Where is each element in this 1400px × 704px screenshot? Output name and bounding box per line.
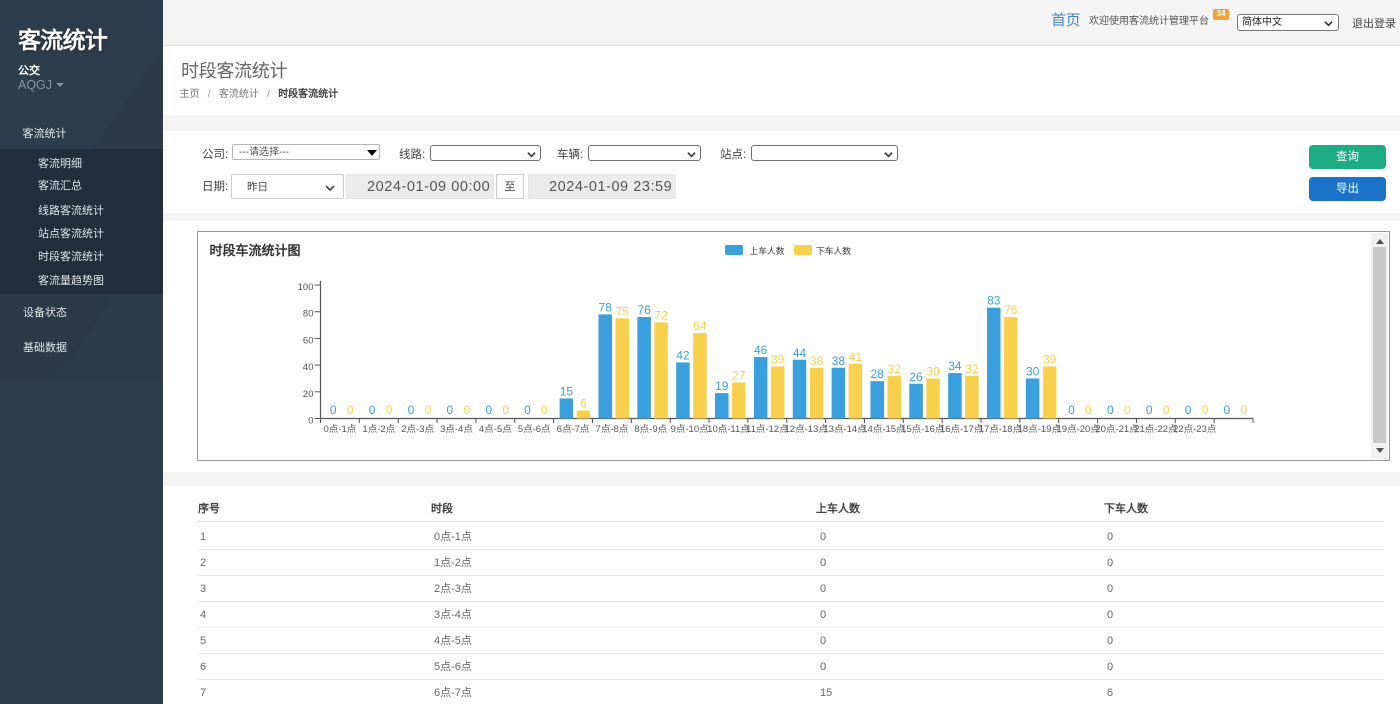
- svg-text:30: 30: [926, 364, 940, 378]
- svg-text:0: 0: [502, 403, 509, 417]
- svg-text:0: 0: [446, 403, 453, 417]
- svg-text:76: 76: [637, 303, 651, 317]
- svg-text:0: 0: [463, 403, 470, 417]
- svg-text:34: 34: [948, 359, 962, 373]
- svg-text:76: 76: [1004, 303, 1018, 317]
- svg-text:28: 28: [871, 367, 885, 381]
- svg-text:46: 46: [754, 343, 768, 357]
- svg-text:20点-21点: 20点-21点: [1095, 424, 1139, 435]
- svg-text:26: 26: [909, 370, 923, 384]
- svg-text:21点-22点: 21点-22点: [1134, 424, 1178, 435]
- svg-text:38: 38: [832, 354, 846, 368]
- svg-text:13点-14点: 13点-14点: [823, 424, 867, 435]
- svg-text:0: 0: [1185, 403, 1192, 417]
- svg-text:42: 42: [676, 348, 690, 362]
- svg-text:39: 39: [1043, 352, 1057, 366]
- svg-text:20: 20: [303, 389, 314, 400]
- svg-text:0: 0: [1107, 403, 1114, 417]
- svg-text:17点-18点: 17点-18点: [979, 424, 1023, 435]
- svg-text:78: 78: [599, 300, 613, 314]
- svg-text:0: 0: [347, 403, 354, 417]
- svg-text:44: 44: [793, 346, 807, 360]
- svg-text:9点-10点: 9点-10点: [671, 424, 710, 435]
- svg-text:0: 0: [541, 403, 548, 417]
- svg-text:16点-17点: 16点-17点: [940, 424, 984, 435]
- svg-text:8点-9点: 8点-9点: [634, 424, 667, 435]
- svg-text:0: 0: [1202, 403, 1209, 417]
- svg-text:19: 19: [715, 379, 729, 393]
- svg-text:0: 0: [330, 403, 337, 417]
- svg-text:0: 0: [425, 403, 432, 417]
- svg-text:72: 72: [654, 308, 668, 322]
- svg-text:14点-15点: 14点-15点: [862, 424, 906, 435]
- svg-text:3点-4点: 3点-4点: [440, 424, 473, 435]
- svg-text:12点-13点: 12点-13点: [785, 424, 829, 435]
- svg-text:27: 27: [732, 368, 746, 382]
- svg-text:0: 0: [1068, 403, 1075, 417]
- svg-text:0: 0: [1085, 403, 1092, 417]
- svg-text:15点-16点: 15点-16点: [901, 424, 945, 435]
- svg-text:6点-7点: 6点-7点: [557, 424, 590, 435]
- svg-text:32: 32: [965, 362, 979, 376]
- svg-text:0: 0: [1163, 403, 1170, 417]
- svg-text:0: 0: [1124, 403, 1131, 417]
- svg-text:0: 0: [386, 403, 393, 417]
- svg-text:0点-1点: 0点-1点: [324, 424, 357, 435]
- svg-text:0: 0: [524, 403, 531, 417]
- svg-text:7点-8点: 7点-8点: [596, 424, 629, 435]
- svg-text:15: 15: [560, 384, 574, 398]
- svg-text:10点-11点: 10点-11点: [707, 424, 750, 435]
- svg-text:0: 0: [1224, 403, 1231, 417]
- svg-text:0: 0: [408, 403, 415, 417]
- svg-text:41: 41: [849, 350, 863, 364]
- svg-text:5点-6点: 5点-6点: [518, 424, 551, 435]
- svg-text:75: 75: [616, 304, 630, 318]
- svg-text:0: 0: [1146, 403, 1153, 417]
- svg-text:0: 0: [308, 416, 313, 427]
- svg-text:1点-2点: 1点-2点: [362, 424, 395, 435]
- svg-text:18点-19点: 18点-19点: [1018, 424, 1062, 435]
- svg-text:6: 6: [580, 396, 587, 410]
- svg-text:60: 60: [303, 335, 314, 346]
- svg-text:11点-12点: 11点-12点: [746, 424, 789, 435]
- svg-text:39: 39: [771, 352, 785, 366]
- svg-text:32: 32: [888, 362, 902, 376]
- svg-text:0: 0: [369, 403, 376, 417]
- svg-text:0: 0: [485, 403, 492, 417]
- svg-text:30: 30: [1026, 364, 1040, 378]
- svg-text:19点-20点: 19点-20点: [1057, 424, 1101, 435]
- svg-text:2点-3点: 2点-3点: [401, 424, 434, 435]
- svg-text:83: 83: [987, 294, 1001, 308]
- svg-text:80: 80: [303, 309, 314, 320]
- svg-text:38: 38: [810, 354, 824, 368]
- svg-text:40: 40: [303, 362, 314, 373]
- svg-text:64: 64: [693, 319, 707, 333]
- svg-text:0: 0: [1241, 403, 1248, 417]
- svg-text:22点-23点: 22点-23点: [1173, 424, 1217, 435]
- svg-text:100: 100: [298, 282, 314, 293]
- svg-text:4点-5点: 4点-5点: [479, 424, 512, 435]
